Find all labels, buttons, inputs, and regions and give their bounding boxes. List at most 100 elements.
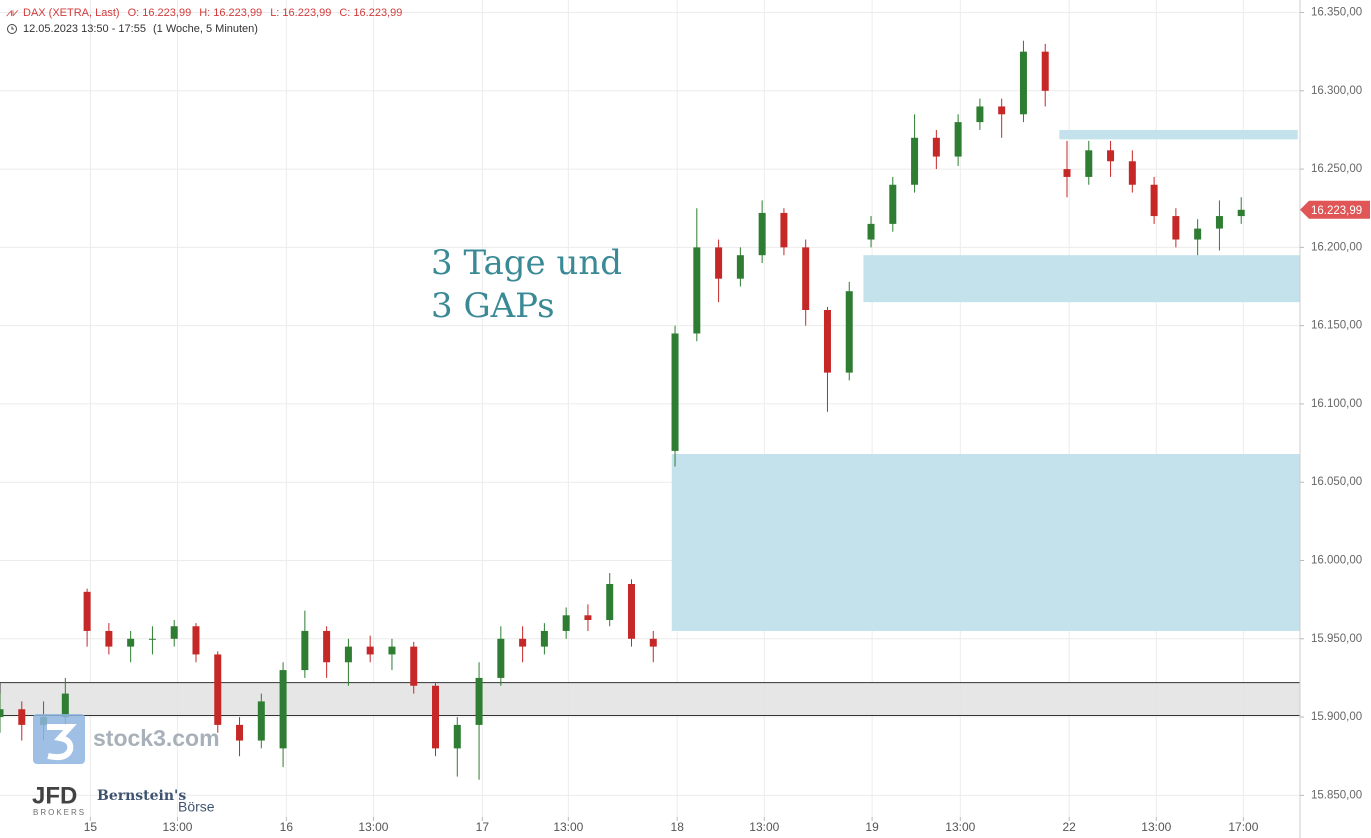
clock-hand	[11, 26, 14, 30]
candle-body	[1019, 51, 1027, 115]
x-tick-label: 13:00	[358, 820, 388, 834]
candle-body	[1215, 216, 1223, 229]
candle-body	[279, 670, 287, 749]
candle-body	[1150, 184, 1158, 217]
chart-icon: ⩘⩗	[6, 7, 19, 19]
candle-body	[1237, 209, 1245, 217]
candle-body	[584, 615, 592, 620]
y-tick-label: 16.250,00	[1311, 163, 1362, 175]
clock-icon	[7, 24, 17, 34]
candle-body	[83, 591, 91, 631]
axes: 15.850,00 15.900,00 15.950,00 16.000,00 16.0…	[84, 7, 1370, 834]
candle-body	[845, 291, 853, 373]
candle-body	[562, 615, 570, 631]
candle-body	[802, 247, 810, 310]
candle-body	[1128, 161, 1136, 185]
candle-body	[301, 630, 309, 671]
jfd-sub: BROKERS	[33, 808, 86, 817]
branding: stock3.com JFD BROKERS Bernstein's Börse	[32, 714, 220, 817]
y-tick-label: 16.100,00	[1311, 398, 1362, 410]
candle-body	[627, 583, 635, 639]
y-tick-label: 16.300,00	[1311, 85, 1362, 97]
candle-body	[998, 106, 1006, 115]
x-tick-label: 15	[84, 820, 98, 834]
candle-body	[736, 255, 744, 279]
x-tick-label: 17	[476, 820, 490, 834]
candle-body	[257, 701, 265, 741]
candle-body	[497, 638, 505, 678]
candle-body	[475, 677, 483, 725]
candle-body	[1107, 150, 1115, 162]
candle-body	[606, 583, 614, 620]
candle-body	[715, 247, 723, 279]
x-tick-label: 19	[865, 820, 879, 834]
candle-body	[780, 212, 788, 248]
gap-zone	[863, 255, 1300, 303]
candle-body	[867, 223, 875, 240]
x-tick-label: 13:00	[553, 820, 583, 834]
candle-body	[148, 638, 156, 640]
grid	[0, 0, 1300, 817]
candle-body	[105, 630, 113, 647]
bernstein-logo: Bernstein's	[97, 788, 186, 804]
x-tick-label: 16	[280, 820, 294, 834]
period: (1 Woche, 5 Minuten)	[153, 23, 258, 35]
candle-body	[192, 626, 200, 655]
y-tick-label: 15.950,00	[1311, 633, 1362, 645]
date-range: 12.05.2023 13:50 - 17:55	[23, 23, 146, 35]
y-tick-label: 16.350,00	[1311, 7, 1362, 19]
candle-body	[1085, 150, 1093, 177]
candle-body	[693, 247, 701, 334]
candle-body	[453, 724, 461, 749]
y-tick-label: 16.150,00	[1311, 320, 1362, 332]
candle-body	[1194, 228, 1202, 240]
x-tick-label: 13:00	[749, 820, 779, 834]
candle-body	[236, 724, 244, 741]
candle-body	[823, 309, 831, 373]
header-value: C: 16.223,99	[339, 7, 402, 19]
gap-zone	[1059, 129, 1298, 140]
candle-body	[1041, 51, 1049, 91]
annotation: 3 Tage und	[431, 243, 622, 283]
x-tick-label: 13:00	[162, 820, 192, 834]
candle-body	[911, 137, 919, 185]
jfd-logo: JFD	[32, 782, 77, 809]
candle-body	[214, 654, 222, 725]
candle-body	[18, 709, 26, 725]
candle-body	[540, 630, 548, 647]
candles	[0, 40, 1245, 780]
chart-title: DAX (XETRA, Last)	[23, 7, 120, 19]
y-tick-label: 16.200,00	[1311, 241, 1362, 253]
x-tick-label: 17:00	[1228, 820, 1258, 834]
candle-body	[366, 646, 374, 655]
y-tick-label: 16.050,00	[1311, 476, 1362, 488]
last-price-badge	[1300, 200, 1370, 219]
candle-body	[758, 212, 766, 256]
logo-3	[47, 724, 77, 761]
x-tick-label: 22	[1062, 820, 1076, 834]
candle-body	[954, 122, 962, 157]
gap-zone	[0, 682, 1301, 716]
boerse-logo: Börse	[178, 799, 215, 815]
candle-body	[671, 333, 679, 451]
candle-body	[0, 709, 4, 718]
candle-body	[519, 638, 527, 647]
candle-body	[410, 646, 418, 686]
candle-body	[889, 184, 897, 224]
candle-body	[432, 685, 440, 749]
candle-body	[61, 693, 69, 718]
header-value: H: 16.223,99	[199, 7, 262, 19]
candle-body	[323, 630, 331, 663]
candle-body	[1172, 216, 1180, 240]
candle-body	[649, 638, 657, 647]
candle-body	[976, 106, 984, 123]
last-price-label: 16.223,99	[1311, 205, 1362, 217]
candle-body	[1063, 169, 1071, 177]
candle-body	[344, 646, 352, 663]
header-value: O: 16.223,99	[128, 7, 192, 19]
candle-body	[127, 638, 135, 647]
candle-body	[388, 646, 396, 655]
header: ⩘⩗ DAX (XETRA, Last) 12.05.2023 13:50 - …	[6, 7, 258, 35]
annotation: 3 GAPs	[431, 286, 555, 326]
